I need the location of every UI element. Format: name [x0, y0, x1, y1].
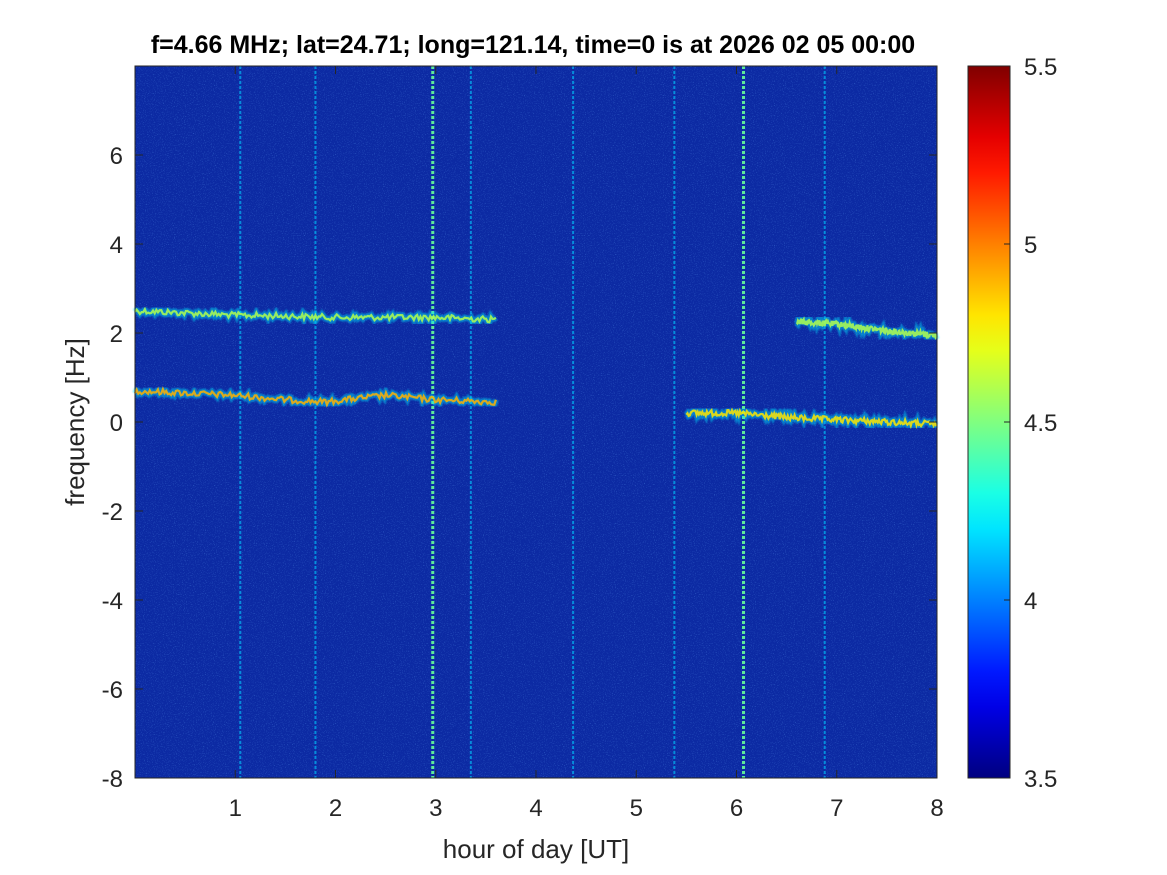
x-tick-label: 8	[930, 795, 943, 822]
signal-trace	[795, 316, 938, 341]
signal-trace	[134, 386, 497, 408]
vertical-streaks	[239, 66, 826, 778]
signal-traces	[132, 302, 940, 437]
signal-trace	[685, 407, 938, 430]
x-tick-label: 3	[429, 795, 442, 822]
y-axis-label: frequency [Hz]	[60, 338, 90, 506]
colorbar-gradient	[968, 66, 1010, 778]
x-tick-label: 2	[329, 795, 342, 822]
colorbar: 3.5 4 4.5 5 5.5	[967, 54, 1057, 793]
x-tick-label: 5	[630, 795, 643, 822]
y-tick-label: 6	[110, 143, 123, 170]
y-tick-label: 2	[110, 321, 123, 348]
y-tick-label: -6	[102, 677, 123, 704]
y-tick-label: -2	[102, 499, 123, 526]
signal-trace	[134, 306, 497, 324]
colorbar-tick-label: 3.5	[1024, 766, 1057, 793]
colorbar-tick-label: 4	[1024, 588, 1037, 615]
colorbar-tick-label: 5.5	[1024, 54, 1057, 81]
colorbar-tick-label: 5	[1024, 232, 1037, 259]
y-tick-label: -8	[102, 766, 123, 793]
x-axis-ticks: 1 2 3 4 5 6 7 8	[229, 66, 944, 822]
x-tick-label: 6	[730, 795, 743, 822]
plot-area	[132, 65, 940, 779]
chart-title: f=4.66 MHz; lat=24.71; long=121.14, time…	[151, 31, 915, 59]
x-tick-label: 7	[830, 795, 843, 822]
x-axis-label: hour of day [UT]	[443, 834, 629, 864]
colorbar-tick-label: 4.5	[1024, 410, 1057, 437]
y-tick-label: 0	[110, 410, 123, 437]
x-tick-label: 4	[529, 795, 542, 822]
y-tick-label: 4	[110, 232, 123, 259]
x-tick-label: 1	[229, 795, 242, 822]
colorbar-ticks: 3.5 4 4.5 5 5.5	[1004, 54, 1057, 793]
y-tick-label: -4	[102, 588, 123, 615]
y-axis-ticks: -8 -6 -4 -2 0 2 4 6	[102, 143, 937, 793]
